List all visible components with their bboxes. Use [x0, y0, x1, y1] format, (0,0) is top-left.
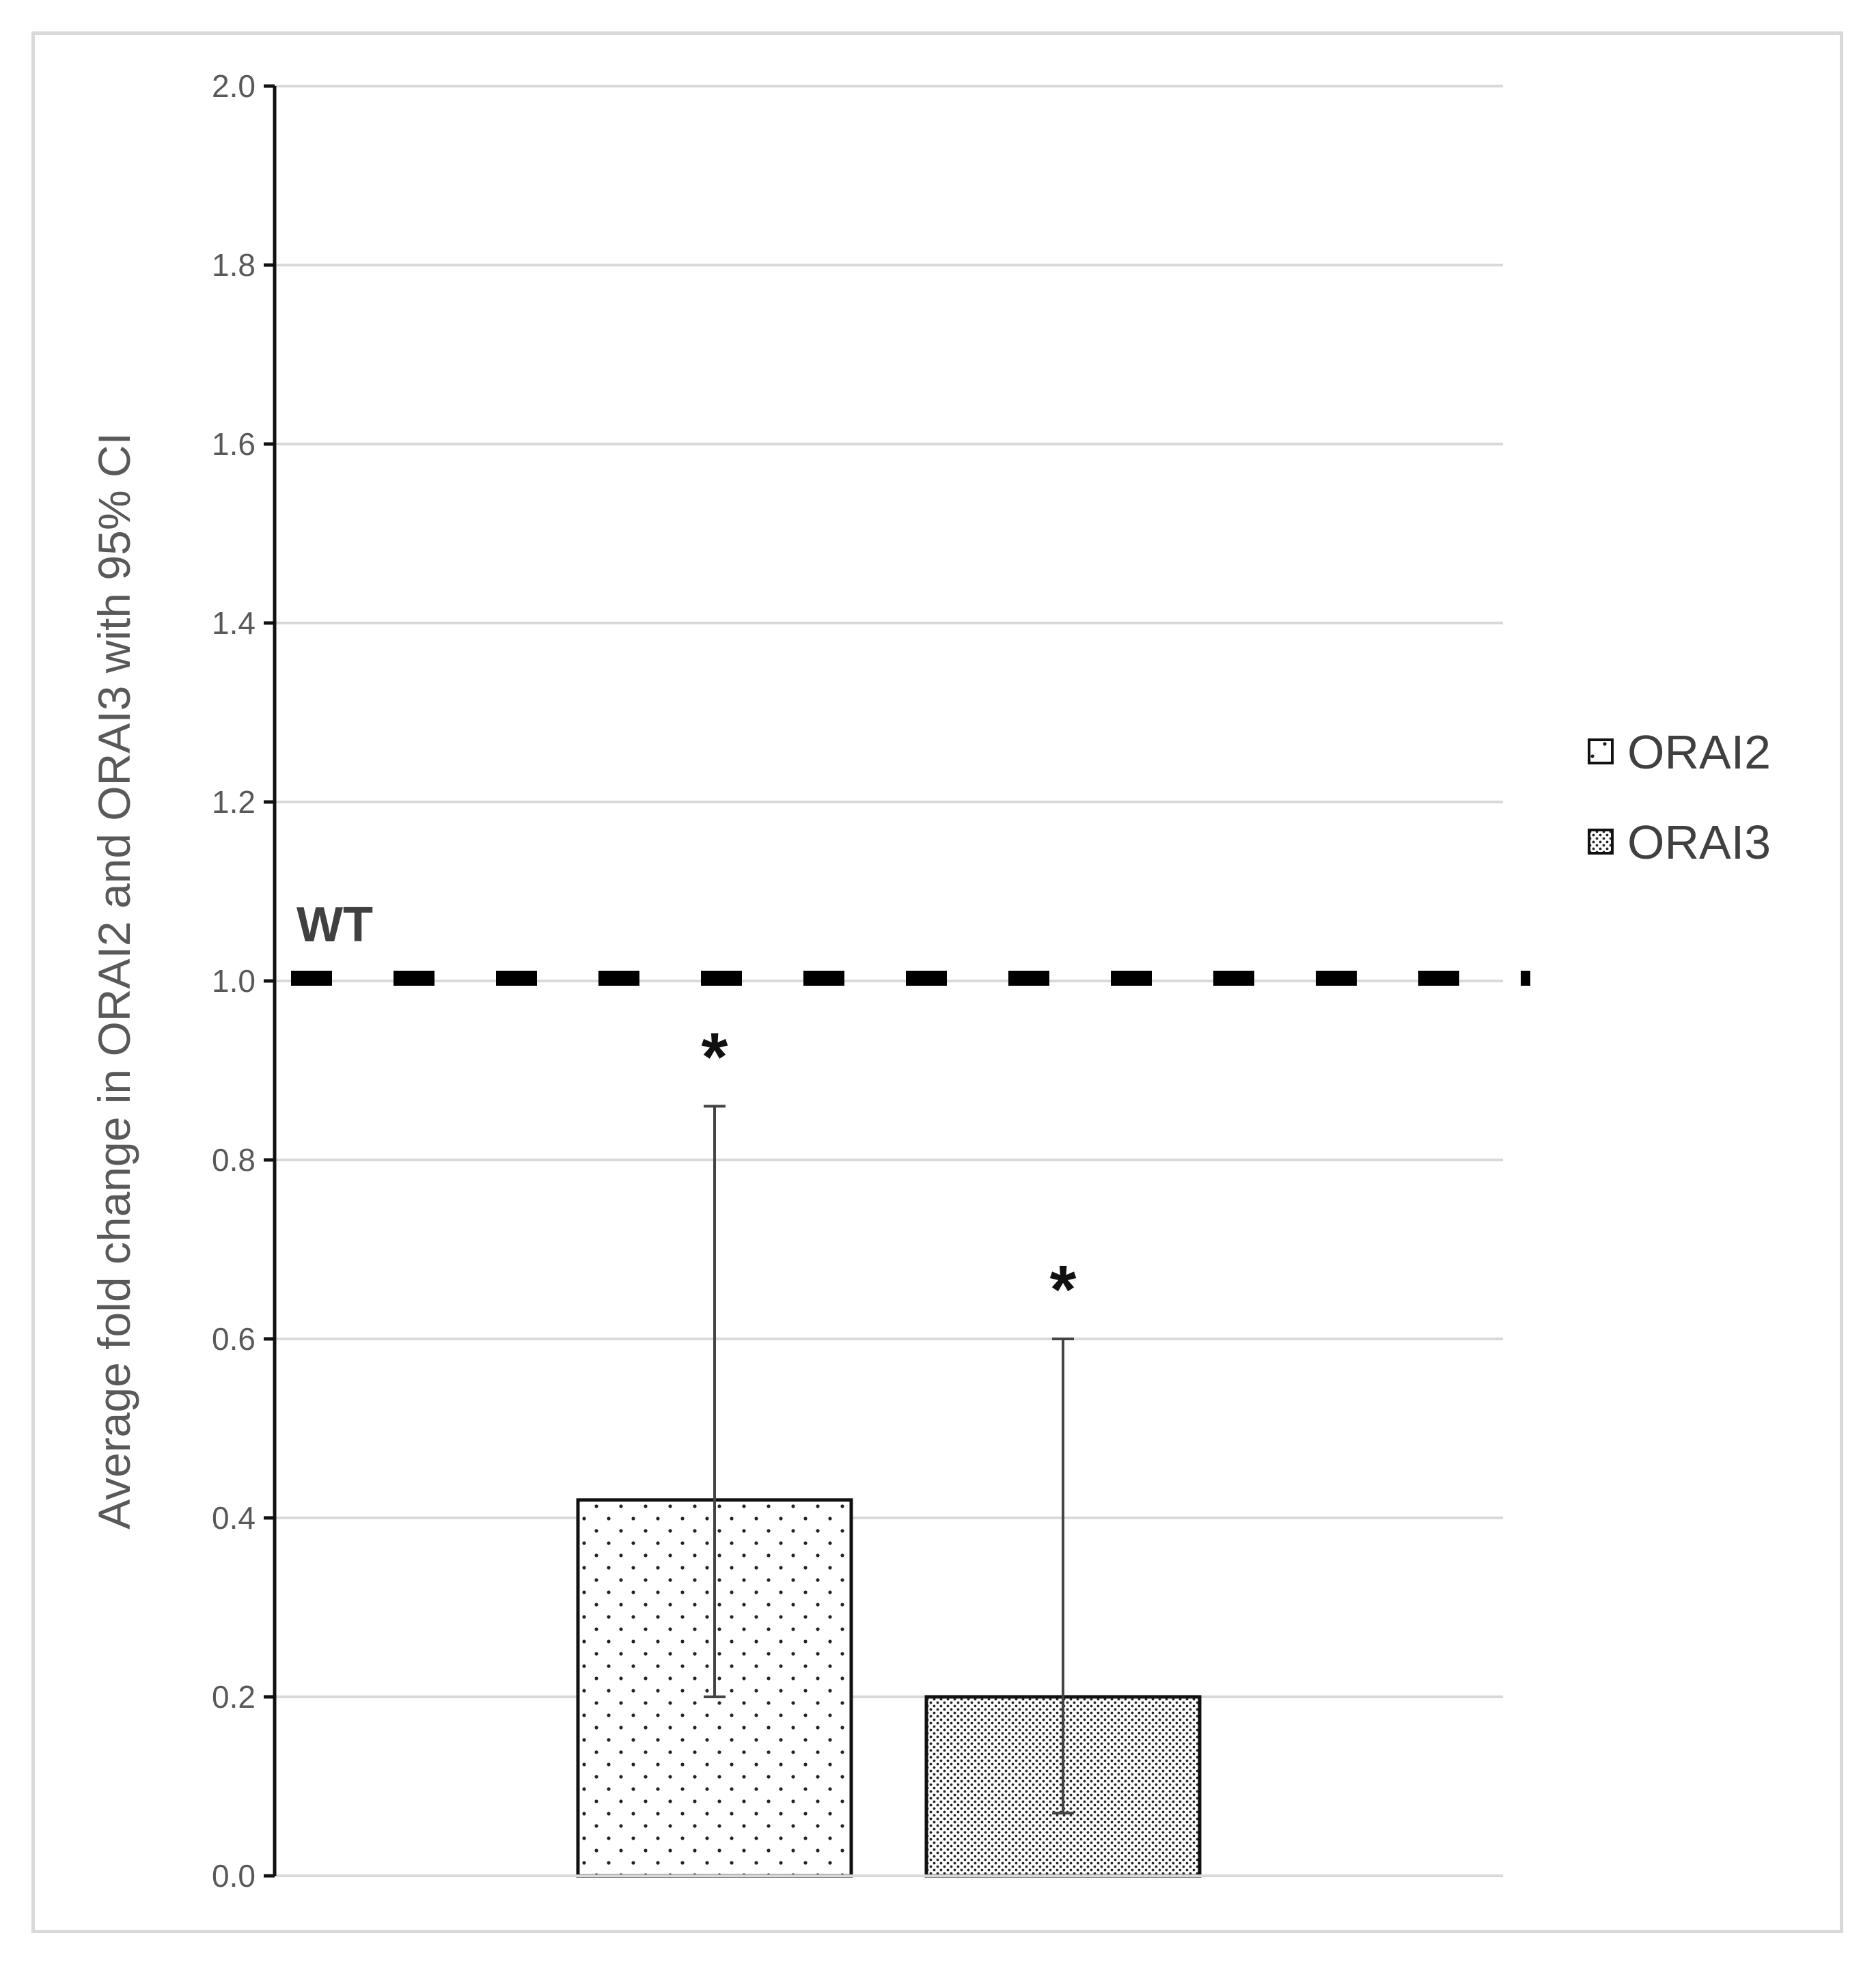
y-tick-label: 1.8 — [212, 247, 256, 283]
y-tick-label: 0.6 — [212, 1321, 256, 1357]
y-tick-label: 2.0 — [212, 68, 256, 104]
y-axis-title: Average fold change in ORAI2 and ORAI3 w… — [89, 432, 139, 1529]
wt-label: WT — [296, 898, 373, 952]
y-tick-label: 1.4 — [212, 605, 256, 641]
y-tick-label: 0.2 — [212, 1679, 256, 1715]
legend-swatch-orai2 — [1588, 738, 1614, 764]
significance-star: * — [702, 1019, 728, 1095]
legend-label-orai3: ORAI3 — [1627, 816, 1771, 869]
y-tick-label: 1.6 — [212, 426, 256, 462]
y-tick-label: 0.0 — [212, 1858, 256, 1894]
legend-swatch-orai3 — [1588, 829, 1614, 855]
legend-label-orai2: ORAI2 — [1627, 725, 1771, 779]
y-tick-label: 0.4 — [212, 1500, 256, 1536]
y-tick-label: 0.8 — [212, 1142, 256, 1178]
y-tick-label: 1.2 — [212, 784, 256, 820]
y-tick-label: 1.0 — [212, 963, 256, 999]
significance-star: * — [1050, 1251, 1077, 1328]
